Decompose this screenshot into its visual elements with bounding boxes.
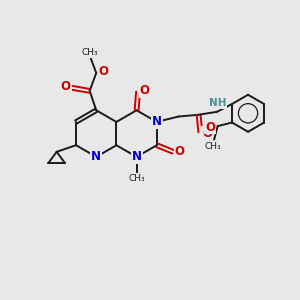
Text: CH₃: CH₃ (128, 174, 145, 183)
Text: N: N (132, 150, 142, 164)
Text: NH: NH (209, 98, 226, 108)
Text: O: O (61, 80, 71, 93)
Text: O: O (175, 145, 185, 158)
Text: N: N (152, 115, 162, 128)
Text: O: O (202, 127, 212, 140)
Text: N: N (91, 150, 101, 164)
Text: CH₃: CH₃ (204, 142, 221, 151)
Text: O: O (99, 65, 109, 78)
Text: CH₃: CH₃ (81, 48, 98, 57)
Text: O: O (140, 84, 150, 97)
Text: O: O (205, 121, 215, 134)
